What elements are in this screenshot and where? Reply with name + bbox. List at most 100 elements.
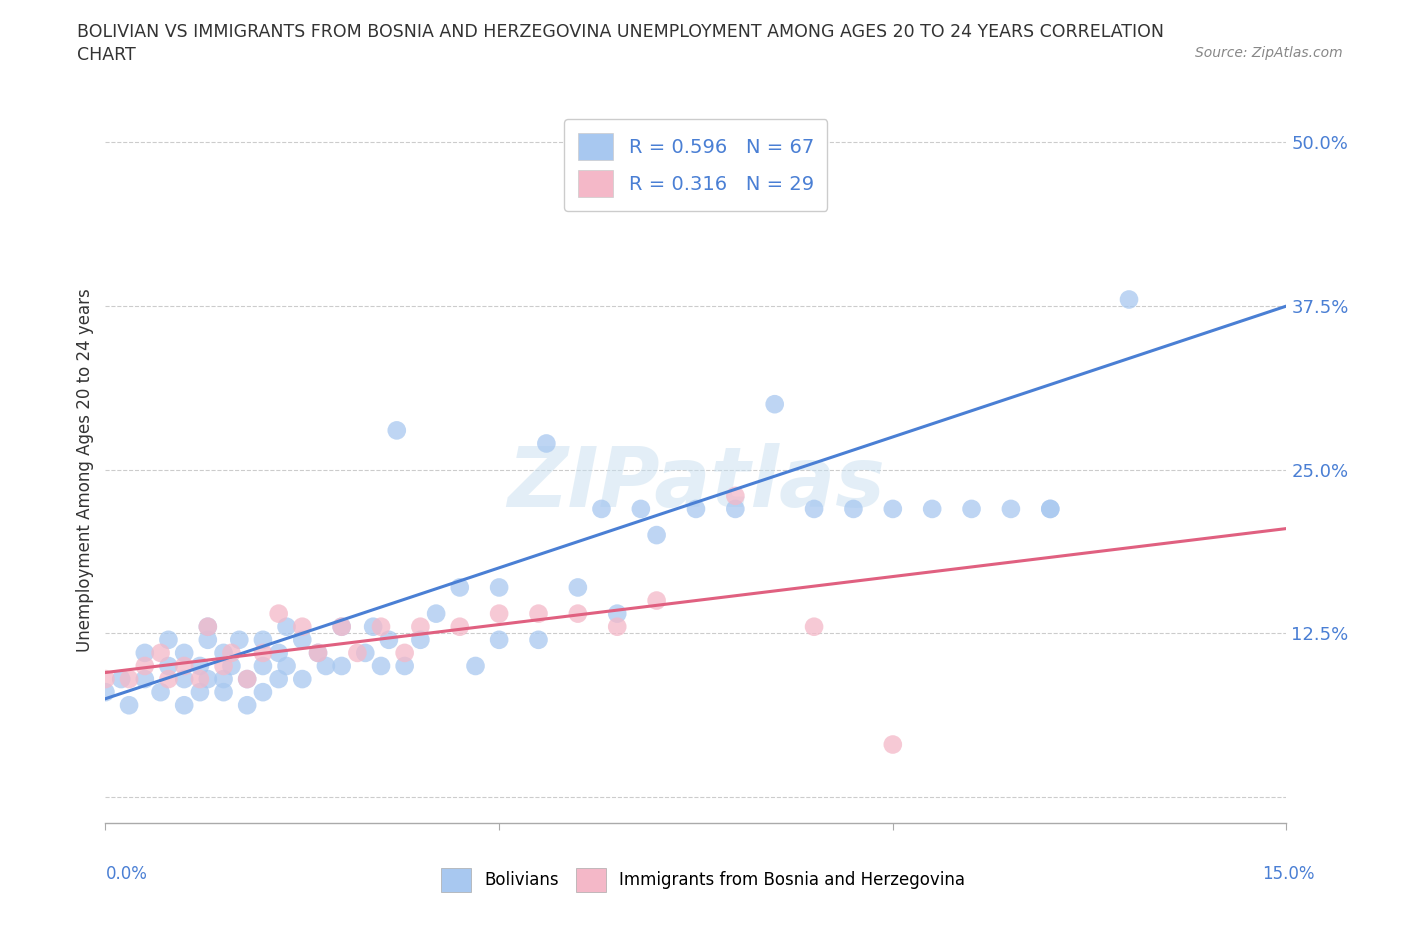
- Point: [315, 658, 337, 673]
- Point: [267, 645, 290, 660]
- Legend: Bolivians, Immigrants from Bosnia and Herzegovina: Bolivians, Immigrants from Bosnia and He…: [434, 861, 972, 898]
- Text: 0.0%: 0.0%: [105, 865, 148, 883]
- Text: ZIPatlas: ZIPatlas: [508, 444, 884, 525]
- Point: [960, 501, 983, 516]
- Text: Source: ZipAtlas.com: Source: ZipAtlas.com: [1195, 46, 1343, 60]
- Point: [134, 671, 156, 686]
- Point: [394, 645, 416, 660]
- Point: [221, 645, 243, 660]
- Point: [188, 671, 211, 686]
- Point: [803, 501, 825, 516]
- Point: [527, 606, 550, 621]
- Point: [1039, 501, 1062, 516]
- Point: [291, 671, 314, 686]
- Point: [267, 671, 290, 686]
- Point: [110, 671, 132, 686]
- Point: [645, 527, 668, 542]
- Point: [118, 698, 141, 712]
- Point: [606, 606, 628, 621]
- Point: [921, 501, 943, 516]
- Point: [157, 671, 180, 686]
- Point: [591, 501, 613, 516]
- Point: [149, 645, 172, 660]
- Point: [346, 645, 368, 660]
- Point: [330, 619, 353, 634]
- Point: [527, 632, 550, 647]
- Point: [1000, 501, 1022, 516]
- Point: [212, 684, 235, 699]
- Point: [488, 632, 510, 647]
- Point: [276, 658, 298, 673]
- Point: [118, 671, 141, 686]
- Point: [536, 436, 558, 451]
- Point: [567, 606, 589, 621]
- Point: [94, 684, 117, 699]
- Point: [763, 397, 786, 412]
- Point: [354, 645, 377, 660]
- Point: [1039, 501, 1062, 516]
- Point: [1118, 292, 1140, 307]
- Point: [378, 632, 401, 647]
- Point: [197, 671, 219, 686]
- Point: [212, 645, 235, 660]
- Point: [370, 619, 392, 634]
- Point: [449, 580, 471, 595]
- Point: [685, 501, 707, 516]
- Point: [173, 645, 195, 660]
- Point: [228, 632, 250, 647]
- Point: [361, 619, 384, 634]
- Legend: R = 0.596   N = 67, R = 0.316   N = 29: R = 0.596 N = 67, R = 0.316 N = 29: [564, 119, 828, 211]
- Text: CHART: CHART: [77, 46, 136, 64]
- Point: [252, 658, 274, 673]
- Point: [803, 619, 825, 634]
- Point: [276, 619, 298, 634]
- Point: [307, 645, 329, 660]
- Point: [173, 658, 195, 673]
- Point: [267, 606, 290, 621]
- Point: [188, 658, 211, 673]
- Point: [385, 423, 408, 438]
- Point: [252, 684, 274, 699]
- Point: [370, 658, 392, 673]
- Point: [173, 671, 195, 686]
- Y-axis label: Unemployment Among Ages 20 to 24 years: Unemployment Among Ages 20 to 24 years: [76, 287, 94, 652]
- Point: [409, 619, 432, 634]
- Point: [149, 684, 172, 699]
- Point: [236, 671, 259, 686]
- Point: [94, 671, 117, 686]
- Point: [645, 593, 668, 608]
- Point: [291, 632, 314, 647]
- Point: [212, 658, 235, 673]
- Point: [236, 671, 259, 686]
- Point: [157, 632, 180, 647]
- Point: [425, 606, 447, 621]
- Point: [394, 658, 416, 673]
- Point: [882, 737, 904, 752]
- Point: [173, 698, 195, 712]
- Point: [197, 632, 219, 647]
- Point: [134, 658, 156, 673]
- Point: [630, 501, 652, 516]
- Point: [842, 501, 865, 516]
- Point: [567, 580, 589, 595]
- Point: [488, 606, 510, 621]
- Point: [330, 658, 353, 673]
- Point: [221, 658, 243, 673]
- Point: [212, 671, 235, 686]
- Point: [291, 619, 314, 634]
- Point: [252, 632, 274, 647]
- Point: [134, 645, 156, 660]
- Point: [307, 645, 329, 660]
- Point: [464, 658, 486, 673]
- Point: [409, 632, 432, 647]
- Point: [449, 619, 471, 634]
- Text: 15.0%: 15.0%: [1263, 865, 1315, 883]
- Text: BOLIVIAN VS IMMIGRANTS FROM BOSNIA AND HERZEGOVINA UNEMPLOYMENT AMONG AGES 20 TO: BOLIVIAN VS IMMIGRANTS FROM BOSNIA AND H…: [77, 23, 1164, 41]
- Point: [488, 580, 510, 595]
- Point: [197, 619, 219, 634]
- Point: [724, 501, 747, 516]
- Point: [330, 619, 353, 634]
- Point: [724, 488, 747, 503]
- Point: [157, 658, 180, 673]
- Point: [197, 619, 219, 634]
